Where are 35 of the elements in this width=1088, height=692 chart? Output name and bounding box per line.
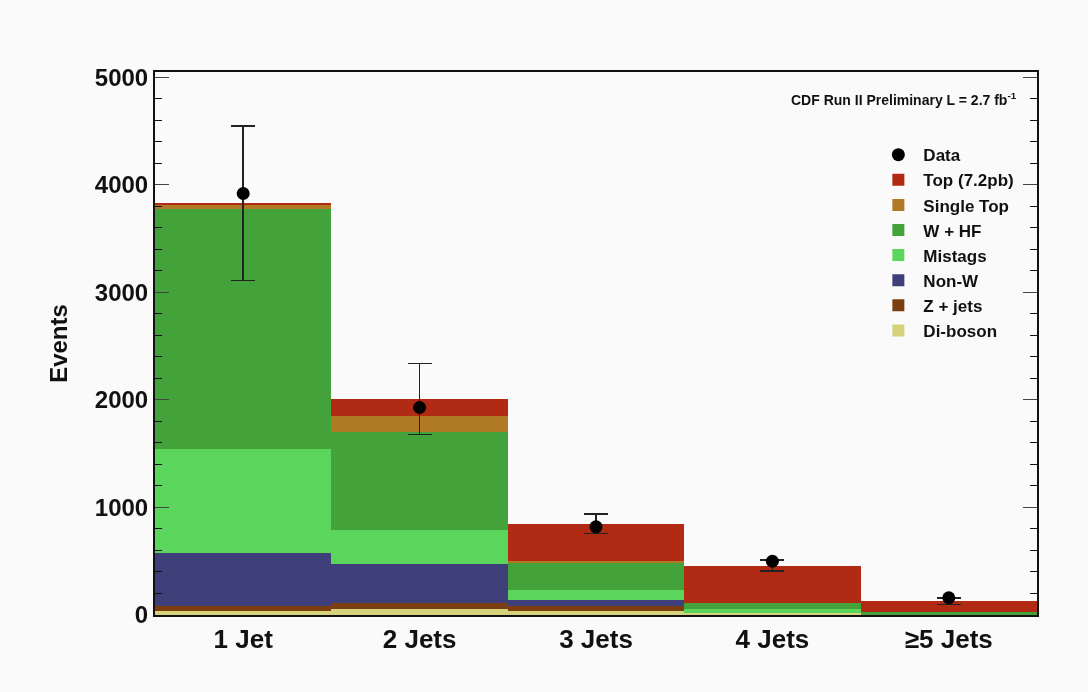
x-tick-label: 4 Jets xyxy=(735,624,810,655)
legend-label: Data xyxy=(923,146,961,166)
legend-label: Non-W xyxy=(923,271,980,291)
bar xyxy=(508,524,684,561)
y-tick-label: 0 xyxy=(134,601,149,629)
y-axis-title: Events xyxy=(45,304,73,383)
bar xyxy=(861,612,1037,615)
point xyxy=(942,591,956,605)
bar xyxy=(508,563,684,590)
y-tick-label: 3000 xyxy=(94,278,149,306)
bar xyxy=(331,416,508,432)
y-tick-label: 4000 xyxy=(94,171,149,199)
legend-label: Z + jets xyxy=(923,296,983,316)
point xyxy=(589,520,603,534)
x-tick-label: 2 Jets xyxy=(382,624,457,655)
annotation: CDF Run II Preliminary L = 2.7 fb$^{-1}$ xyxy=(791,90,1017,108)
bar xyxy=(684,609,861,613)
point xyxy=(236,187,250,200)
legend-label: Single Top xyxy=(923,196,1009,216)
bar xyxy=(684,603,861,609)
y-tick-label: 5000 xyxy=(94,63,149,91)
bar xyxy=(508,590,684,600)
legend-label: Top (7.2pb) xyxy=(923,171,1014,191)
y-tick-label: 2000 xyxy=(94,386,149,414)
bar xyxy=(155,205,331,209)
x-tick-label: 1 Jet xyxy=(213,624,274,655)
legend-label: Di-boson xyxy=(923,322,998,342)
legend-label: W + HF xyxy=(923,221,982,241)
y-tick-label: 1000 xyxy=(94,493,149,521)
point xyxy=(765,554,779,568)
bar xyxy=(331,399,508,416)
legend-label: Mistags xyxy=(923,246,987,266)
point xyxy=(413,400,427,414)
x-tick-label: 3 Jets xyxy=(559,624,633,655)
x-tick-label: ≥5 Jets xyxy=(904,624,993,655)
